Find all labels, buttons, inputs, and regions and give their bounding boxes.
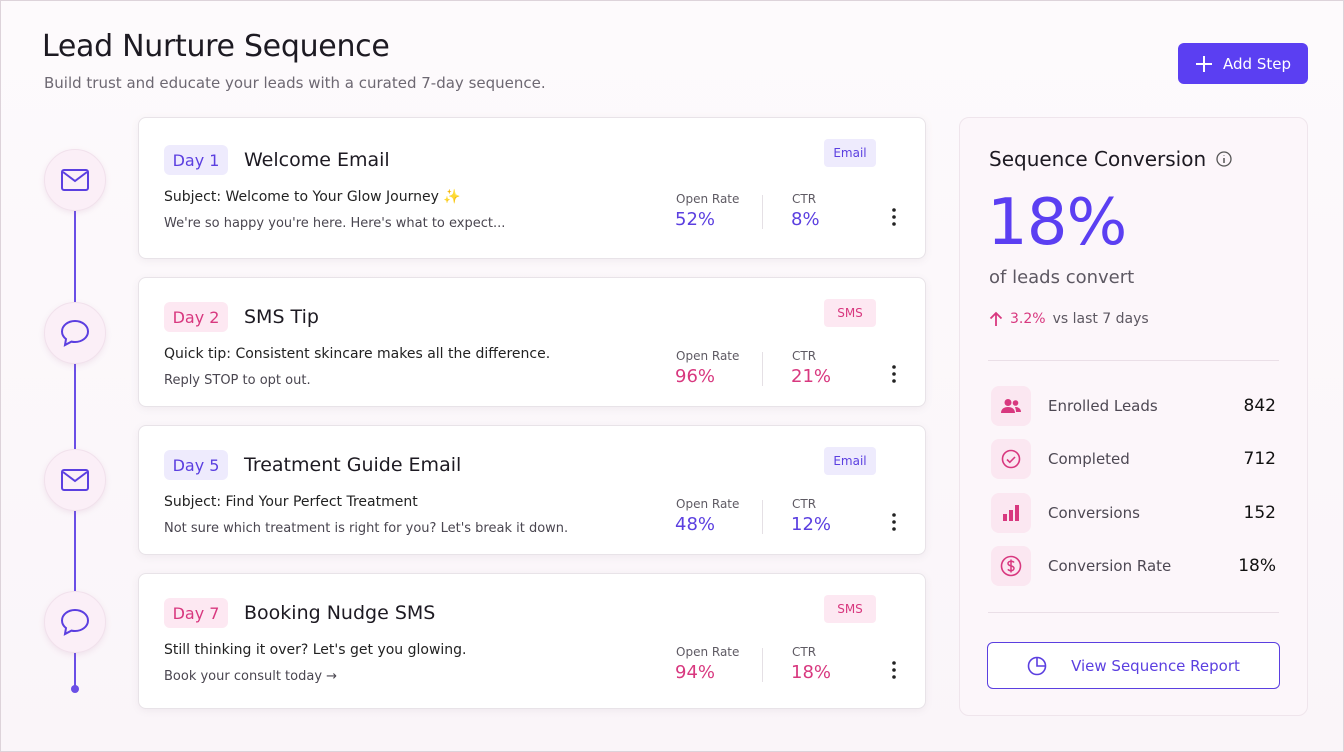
info-icon[interactable] bbox=[1216, 151, 1232, 167]
change-row: 3.2% vs last 7 days bbox=[989, 311, 1149, 327]
conversion-value: 18% bbox=[987, 186, 1127, 260]
metric-value: 8% bbox=[791, 209, 820, 230]
step-line: Quick tip: Consistent skincare makes all… bbox=[164, 346, 551, 362]
metric-label: CTR bbox=[792, 192, 817, 206]
metric-label: Open Rate bbox=[676, 349, 740, 363]
timeline-line bbox=[74, 201, 76, 689]
page-title: Lead Nurture Sequence bbox=[42, 29, 390, 64]
step-title: Booking Nudge SMS bbox=[244, 602, 436, 624]
step-card[interactable]: Day 2 SMS Tip SMS Quick tip: Consistent ski… bbox=[138, 277, 926, 407]
metric-value: 12% bbox=[791, 514, 832, 535]
up-arrow bbox=[989, 311, 1003, 326]
plus-icon bbox=[1196, 55, 1213, 72]
channel-badge: SMS bbox=[824, 299, 876, 327]
stat-value: 842 bbox=[1243, 396, 1276, 416]
metric-label: CTR bbox=[792, 349, 817, 363]
metric-divider bbox=[762, 648, 763, 682]
metric-value: 48% bbox=[675, 514, 716, 535]
step-title: Welcome Email bbox=[244, 149, 390, 171]
stat-label: Enrolled Leads bbox=[1048, 397, 1158, 415]
conversions-icon bbox=[991, 493, 1031, 533]
metric-label: Open Rate bbox=[676, 497, 740, 511]
view-report-button[interactable]: View Sequence Report bbox=[987, 642, 1280, 689]
panel-title: Sequence Conversion bbox=[989, 147, 1207, 171]
metric-value: 94% bbox=[675, 662, 716, 683]
timeline-end bbox=[71, 685, 79, 693]
stat-value: 18% bbox=[1238, 556, 1276, 576]
divider bbox=[988, 360, 1279, 361]
more-menu[interactable] bbox=[890, 207, 898, 231]
day-pill: Day 2 bbox=[164, 302, 228, 332]
email-step-icon bbox=[44, 449, 106, 511]
more-menu[interactable] bbox=[890, 660, 898, 684]
stat-value: 712 bbox=[1243, 449, 1276, 469]
metric-label: Open Rate bbox=[676, 645, 740, 659]
day-pill: Day 7 bbox=[164, 598, 228, 628]
more-menu[interactable] bbox=[890, 512, 898, 536]
step-title: SMS Tip bbox=[244, 306, 319, 328]
step-card[interactable]: Day 7 Booking Nudge SMS SMS Still thinking … bbox=[138, 573, 926, 709]
day-pill: Day 1 bbox=[164, 145, 228, 175]
conversion-caption: of leads convert bbox=[989, 267, 1135, 288]
conversion-panel: Sequence Conversion 18% of leads convert… bbox=[959, 117, 1308, 716]
step-title: Treatment Guide Email bbox=[244, 454, 462, 476]
stat-label: Conversion Rate bbox=[1048, 557, 1172, 575]
metric-value: 18% bbox=[791, 662, 832, 683]
step-line: Book your consult today → bbox=[164, 669, 338, 684]
pie-icon bbox=[1027, 656, 1047, 675]
metric-divider bbox=[762, 500, 763, 534]
channel-badge: SMS bbox=[824, 595, 876, 623]
channel-badge: Email bbox=[824, 447, 876, 475]
add-step-label: Add Step bbox=[1223, 54, 1291, 73]
divider bbox=[988, 612, 1279, 613]
page-subtitle: Build trust and educate your leads with … bbox=[44, 74, 546, 92]
step-line: Still thinking it over? Let's get you gl… bbox=[164, 642, 467, 658]
view-report-label: View Sequence Report bbox=[1071, 656, 1240, 675]
step-line: Subject: Welcome to Your Glow Journey ✨ bbox=[164, 189, 461, 205]
step-card[interactable]: Day 1 Welcome Email Email Subject: Welcome … bbox=[138, 117, 926, 259]
add-step-button[interactable]: Add Step bbox=[1178, 43, 1308, 84]
stat-label: Completed bbox=[1048, 450, 1130, 468]
metric-label: Open Rate bbox=[676, 192, 740, 206]
metric-label: CTR bbox=[792, 497, 817, 511]
step-line: Not sure which treatment is right for yo… bbox=[164, 521, 569, 536]
leads-icon bbox=[991, 386, 1031, 426]
step-card[interactable]: Day 5 Treatment Guide Email Email Subject: … bbox=[138, 425, 926, 555]
step-line: Reply STOP to opt out. bbox=[164, 373, 311, 388]
metric-value: 96% bbox=[675, 366, 716, 387]
day-pill: Day 5 bbox=[164, 450, 228, 480]
stat-value: 152 bbox=[1243, 503, 1276, 523]
stat-label: Conversions bbox=[1048, 504, 1140, 522]
metric-divider bbox=[762, 352, 763, 386]
rate-icon bbox=[991, 546, 1031, 586]
sms-step-icon bbox=[44, 591, 106, 653]
metric-value: 21% bbox=[791, 366, 832, 387]
sms-step-icon bbox=[44, 302, 106, 364]
panel-header: Sequence Conversion bbox=[989, 147, 1232, 171]
metric-label: CTR bbox=[792, 645, 817, 659]
step-line: Subject: Find Your Perfect Treatment bbox=[164, 494, 418, 510]
metric-value: 52% bbox=[675, 209, 716, 230]
step-line: We're so happy you're here. Here's what … bbox=[164, 216, 506, 231]
more-menu[interactable] bbox=[890, 364, 898, 388]
metric-divider bbox=[762, 195, 763, 229]
channel-badge: Email bbox=[824, 139, 876, 167]
completed-icon bbox=[991, 439, 1031, 479]
change-caption: vs last 7 days bbox=[1052, 311, 1149, 327]
change-value: 3.2% bbox=[1010, 311, 1046, 327]
email-step-icon bbox=[44, 149, 106, 211]
